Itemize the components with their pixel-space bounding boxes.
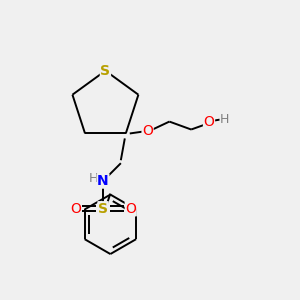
- Text: N: N: [97, 174, 109, 188]
- Text: O: O: [204, 115, 214, 129]
- Text: H: H: [220, 113, 230, 126]
- Text: O: O: [142, 124, 153, 139]
- Text: O: O: [70, 202, 81, 216]
- Text: O: O: [125, 202, 136, 216]
- Text: S: S: [100, 64, 110, 78]
- Text: H: H: [88, 172, 98, 184]
- Text: S: S: [98, 202, 108, 216]
